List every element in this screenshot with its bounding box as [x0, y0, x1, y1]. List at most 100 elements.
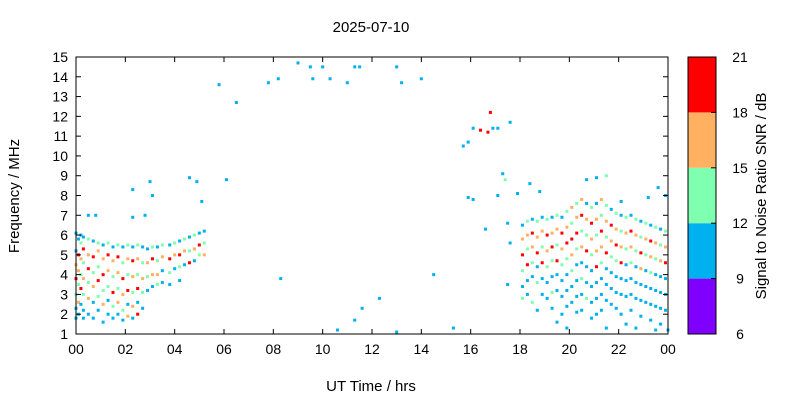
data-point [580, 213, 584, 217]
data-point [538, 190, 542, 194]
colorbar-tick-label: 15 [732, 160, 748, 176]
data-point [131, 316, 135, 320]
data-point [624, 279, 628, 283]
data-point [550, 275, 554, 279]
data-point [599, 277, 603, 281]
data-point [639, 283, 643, 287]
data-point [599, 213, 603, 217]
data-point [101, 288, 105, 292]
data-point [590, 237, 594, 241]
data-point [466, 195, 470, 199]
data-point [580, 277, 584, 281]
data-point [79, 257, 83, 261]
data-point [96, 308, 100, 312]
data-point [619, 199, 623, 203]
data-point [580, 292, 584, 296]
x-tick-label: 18 [512, 341, 528, 357]
data-point [565, 288, 569, 292]
data-point [111, 245, 115, 249]
data-point [545, 281, 549, 285]
data-point [131, 245, 135, 249]
data-point [111, 316, 115, 320]
data-point [654, 241, 658, 245]
data-point [86, 281, 90, 285]
data-point [604, 283, 608, 287]
y-tick-label: 6 [60, 227, 68, 243]
data-point [545, 296, 549, 300]
data-point [634, 233, 638, 237]
data-point [150, 245, 154, 249]
data-point [525, 233, 529, 237]
data-point [187, 176, 191, 180]
data-point [116, 271, 120, 275]
data-point [594, 201, 598, 205]
data-point [520, 285, 524, 289]
data-point [599, 261, 603, 265]
data-point [432, 273, 436, 277]
data-point [121, 318, 125, 322]
data-point [590, 269, 594, 273]
data-point [520, 237, 524, 241]
colorbar-tick-label: 18 [732, 104, 748, 120]
data-point [321, 65, 325, 69]
chart-title: 2025-07-10 [333, 19, 410, 36]
data-point [599, 292, 603, 296]
data-point [575, 215, 579, 219]
data-point [126, 273, 130, 277]
data-point [659, 290, 663, 294]
data-point [146, 275, 150, 279]
data-point [535, 235, 539, 239]
data-point [545, 233, 549, 237]
data-point [187, 261, 191, 265]
data-point [486, 130, 490, 134]
data-point [506, 221, 510, 225]
data-point [649, 286, 653, 290]
data-point [540, 277, 544, 281]
data-point [609, 239, 613, 243]
data-point [540, 261, 544, 265]
data-point [131, 304, 135, 308]
data-point [106, 298, 110, 302]
data-point [101, 273, 105, 277]
data-point [599, 308, 603, 312]
data-point [126, 288, 130, 292]
data-point [131, 259, 135, 263]
data-point [81, 316, 85, 320]
data-point [328, 77, 332, 81]
data-point [202, 253, 206, 257]
x-tick-label: 20 [562, 341, 578, 357]
colorbar-tick-label: 9 [736, 271, 744, 287]
data-point [136, 273, 140, 277]
data-point [296, 61, 300, 65]
data-point [555, 288, 559, 292]
y-tick-label: 5 [60, 247, 68, 263]
data-point [575, 201, 579, 205]
data-point [594, 176, 598, 180]
data-point [508, 241, 512, 245]
data-point [654, 304, 658, 308]
data-point [585, 249, 589, 253]
colorbar: 6 9 12 15 18 21 [687, 49, 748, 342]
y-tick-label: 4 [60, 267, 68, 283]
data-point [535, 265, 539, 269]
data-point [308, 65, 312, 69]
data-point [178, 279, 182, 283]
data-point [619, 277, 623, 281]
data-point [634, 249, 638, 253]
x-tick-label: 00 [68, 341, 84, 357]
data-point [178, 265, 182, 269]
data-point [604, 203, 608, 207]
data-point [200, 199, 204, 203]
data-point [565, 241, 569, 245]
data-point [609, 302, 613, 306]
data-point [173, 241, 177, 245]
y-tick-label: 7 [60, 207, 68, 223]
y-tick-label: 8 [60, 188, 68, 204]
data-point [79, 302, 83, 306]
data-point [183, 237, 187, 241]
data-point [101, 302, 105, 306]
data-point [654, 273, 658, 277]
data-point [614, 227, 618, 231]
data-point [528, 182, 532, 186]
